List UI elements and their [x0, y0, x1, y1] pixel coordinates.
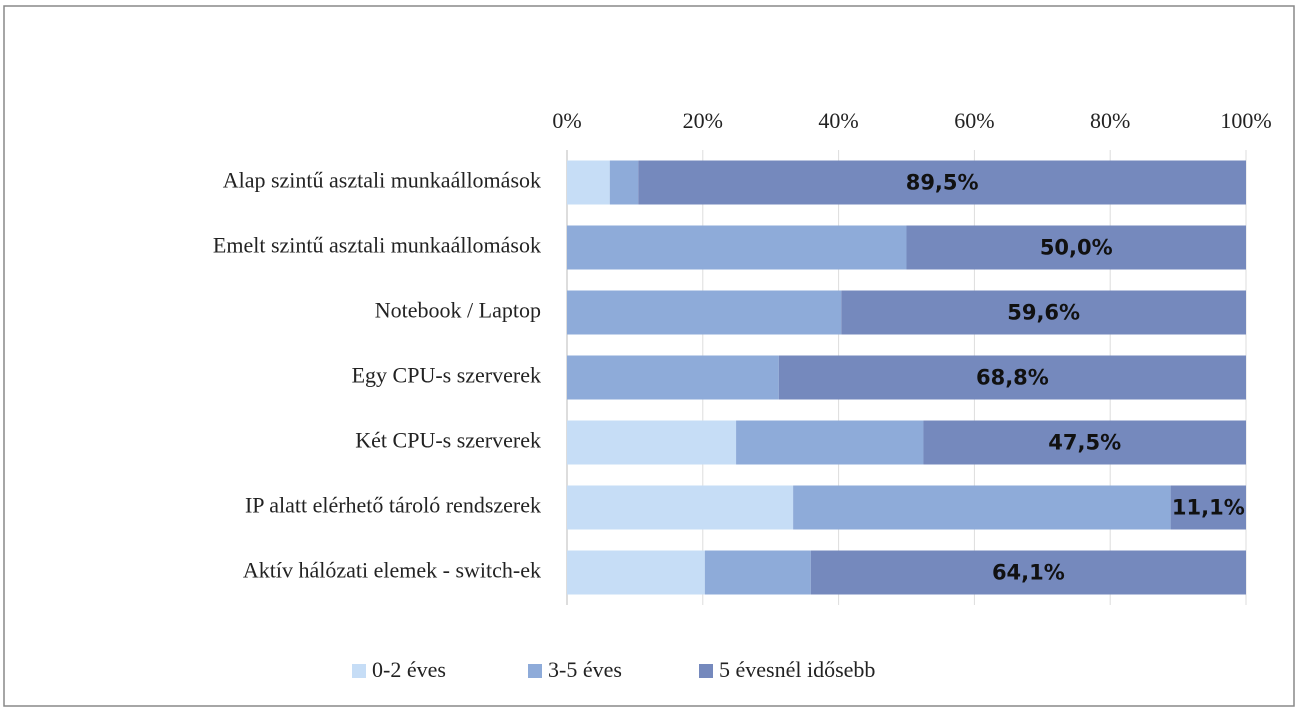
- bar-segment: [567, 420, 737, 465]
- y-tick-label: Alap szintű asztali munkaállomások: [223, 168, 541, 193]
- bar-segment: [567, 160, 610, 205]
- bar-segment: [793, 485, 1171, 530]
- data-label: 68,8%: [976, 366, 1049, 390]
- bar-segment: [841, 290, 1246, 335]
- bar-segment: [704, 550, 811, 595]
- data-label: 64,1%: [992, 561, 1065, 585]
- x-tick-label: 20%: [683, 108, 723, 133]
- bar-segment: [906, 225, 1246, 270]
- legend-label: 3-5 éves: [548, 657, 622, 682]
- bar-segment: [567, 550, 705, 595]
- x-tick-label: 40%: [818, 108, 858, 133]
- y-tick-label: Aktív hálózati elemek - switch-ek: [243, 558, 541, 583]
- bar-segment: [736, 420, 924, 465]
- bar-segment: [1170, 485, 1246, 530]
- data-label: 11,1%: [1172, 496, 1245, 520]
- x-tick-label: 60%: [954, 108, 994, 133]
- bar-segment: [638, 160, 1246, 205]
- legend-swatch: [528, 664, 542, 678]
- y-tick-label: Egy CPU-s szerverek: [352, 363, 541, 388]
- data-label: 89,5%: [906, 171, 979, 195]
- bar-segment: [810, 550, 1246, 595]
- data-label: 47,5%: [1048, 431, 1121, 455]
- x-tick-label: 80%: [1090, 108, 1130, 133]
- legend-swatch: [352, 664, 366, 678]
- y-tick-label: Emelt szintű asztali munkaállomások: [213, 233, 541, 258]
- data-label: 59,6%: [1007, 301, 1080, 325]
- data-label: 50,0%: [1040, 236, 1113, 260]
- legend-label: 5 évesnél idősebb: [719, 657, 875, 682]
- bar-segment: [778, 355, 1246, 400]
- legend-swatch: [699, 664, 713, 678]
- y-tick-label: IP alatt elérhető tároló rendszerek: [245, 493, 541, 518]
- x-tick-label: 0%: [552, 108, 581, 133]
- bar-segment: [567, 225, 907, 270]
- legend-label: 0-2 éves: [372, 657, 446, 682]
- bar-segment: [567, 485, 794, 530]
- y-tick-label: Notebook / Laptop: [375, 298, 541, 323]
- bar-segment: [567, 355, 779, 400]
- bar-segment: [923, 420, 1246, 465]
- bar-segment: [567, 290, 842, 335]
- x-tick-label: 100%: [1220, 108, 1271, 133]
- y-tick-label: Két CPU-s szerverek: [355, 428, 541, 453]
- bar-segment: [609, 160, 639, 205]
